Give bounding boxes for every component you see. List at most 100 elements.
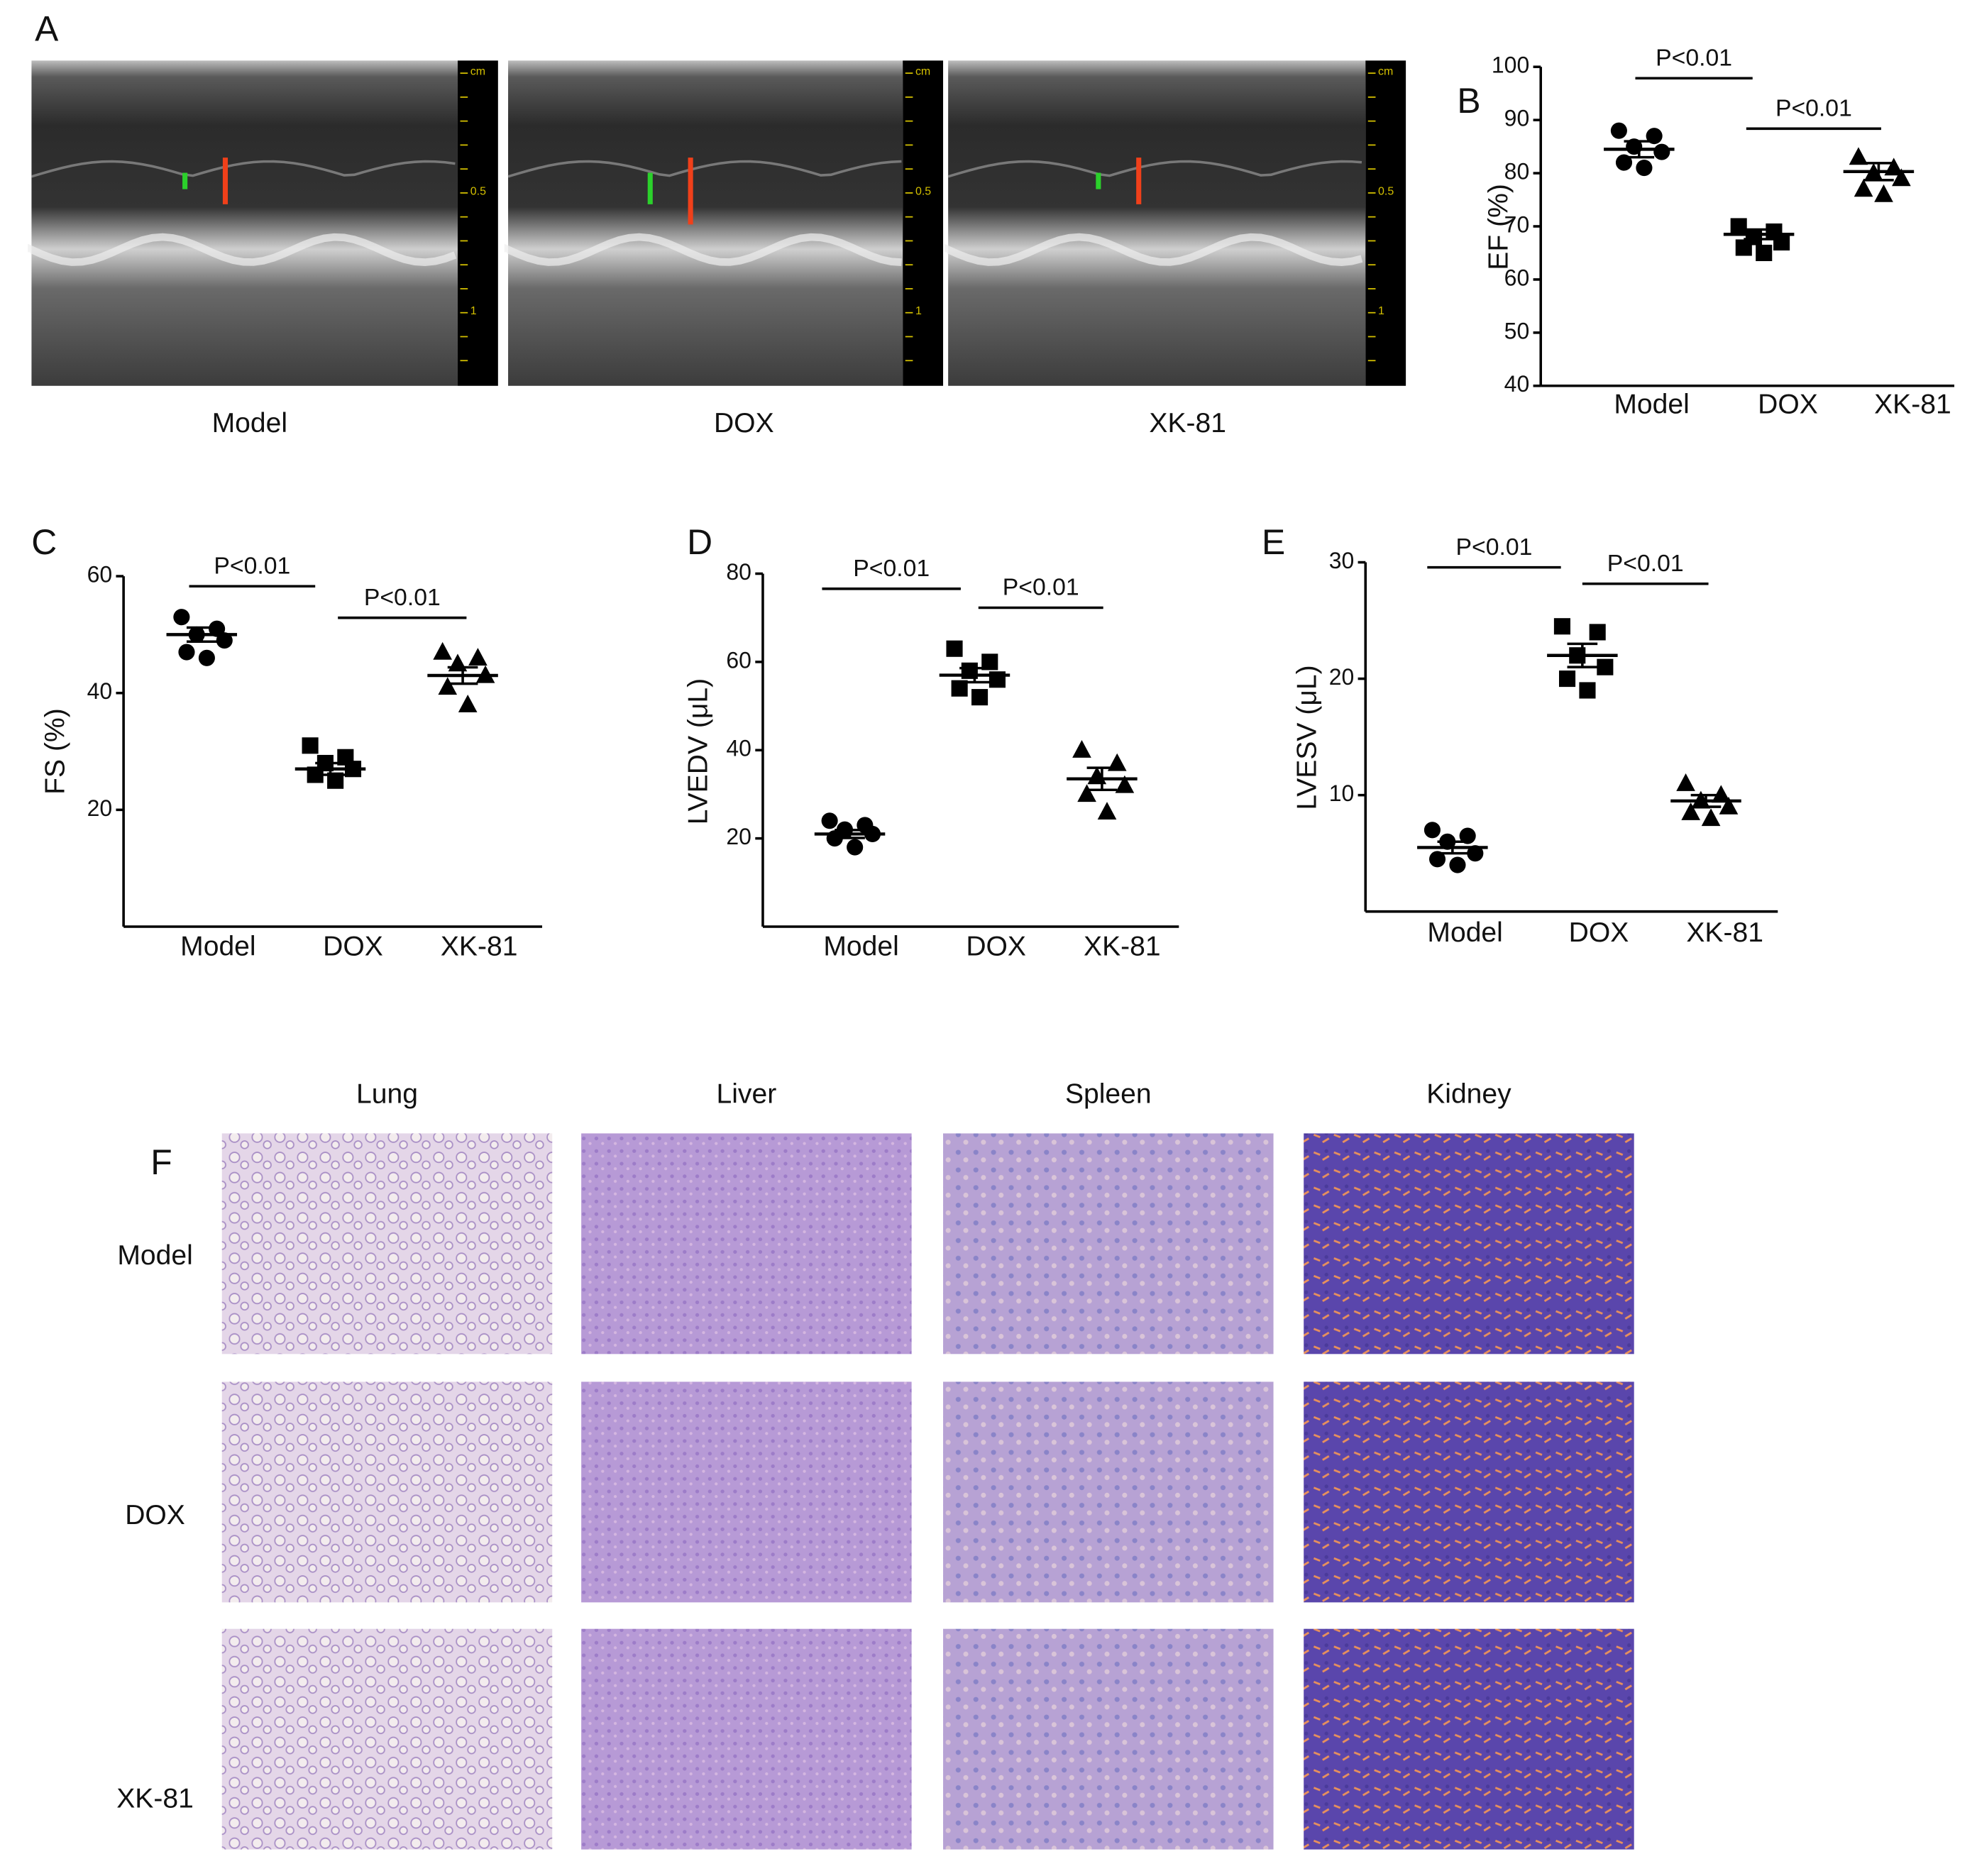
data-point — [1087, 766, 1107, 785]
scale-label: cm — [470, 66, 485, 78]
panel-letter: F — [150, 1142, 172, 1182]
column-label: Liver — [717, 1078, 777, 1109]
error-bar — [447, 666, 478, 685]
x-tick-label: XK-81 — [1686, 917, 1763, 948]
data-point — [458, 694, 478, 712]
data-point — [1719, 796, 1739, 815]
y-tick-label: 20 — [1329, 664, 1355, 690]
y-tick-label: 20 — [87, 795, 113, 821]
y-tick-label: 40 — [1504, 371, 1530, 397]
scale-strip — [457, 60, 498, 386]
data-point — [438, 677, 458, 695]
y-tick-label: 50 — [1504, 318, 1530, 343]
panel-letter: E — [1262, 522, 1285, 562]
x-tick-label: DOX — [323, 932, 383, 962]
scale-label: 1 — [915, 305, 922, 317]
data-point — [1756, 244, 1773, 262]
data-point — [1874, 184, 1893, 202]
data-point — [1115, 775, 1135, 793]
data-point — [1553, 618, 1570, 635]
data-point — [178, 644, 195, 661]
data-point — [951, 680, 968, 697]
column-label: Kidney — [1426, 1078, 1511, 1109]
x-tick-label: DOX — [966, 932, 1026, 962]
significance-label: P<0.01 — [1456, 534, 1533, 561]
data-point — [1558, 671, 1576, 688]
error-bar — [1690, 793, 1722, 808]
y-tick-label: 20 — [726, 824, 751, 849]
y-tick-label: 10 — [1329, 780, 1355, 806]
y-axis-label: LVEDV (μL) — [683, 678, 713, 824]
data-point — [327, 772, 344, 789]
data-point — [1077, 784, 1096, 802]
data-point — [1636, 160, 1653, 177]
scale-strip — [903, 60, 944, 386]
data-point — [1681, 802, 1700, 820]
y-tick-label: 70 — [1504, 211, 1530, 237]
y-tick-label: 80 — [1504, 159, 1530, 184]
data-point — [1849, 147, 1868, 165]
data-point — [307, 766, 324, 783]
scale-strip — [1365, 60, 1406, 386]
histology-image — [221, 1133, 553, 1354]
data-point — [1097, 802, 1117, 820]
histology-image — [581, 1133, 912, 1354]
column-label: Spleen — [1065, 1078, 1152, 1109]
data-point — [1072, 740, 1091, 758]
histology-image — [221, 1628, 553, 1850]
data-point — [468, 648, 488, 666]
data-point — [821, 812, 838, 829]
error-bar — [315, 761, 346, 776]
panel-f: F Lung Liver Spleen Kidney Model DOX XK-81 — [116, 1078, 1634, 1850]
row-label: Model — [117, 1240, 192, 1271]
data-point — [946, 640, 963, 657]
histology-image — [943, 1381, 1274, 1603]
data-point — [302, 737, 319, 754]
data-point — [1773, 233, 1790, 251]
data-point — [971, 689, 988, 706]
x-tick-label: Model — [823, 932, 898, 962]
wall-echo — [504, 233, 902, 266]
y-tick-label: 30 — [1329, 548, 1355, 573]
error-bar — [1863, 162, 1894, 182]
y-axis-label: FS (%) — [40, 708, 70, 795]
x-tick-label: Model — [180, 932, 255, 962]
scale-label: 0.5 — [1378, 185, 1394, 197]
histology-image — [1304, 1628, 1634, 1850]
y-tick-label: 80 — [726, 559, 751, 585]
data-point — [198, 649, 215, 666]
y-tick-label: 40 — [726, 736, 751, 761]
error-bar — [1624, 140, 1655, 159]
histology-image — [221, 1381, 553, 1603]
wall-echo — [947, 160, 1362, 178]
data-point — [1428, 851, 1446, 868]
significance-label: P<0.01 — [1607, 550, 1684, 577]
row-label: XK-81 — [116, 1784, 194, 1814]
data-point — [847, 839, 864, 856]
panel-letter: B — [1457, 81, 1480, 121]
histology-image — [1304, 1133, 1634, 1354]
error-bar — [1744, 228, 1774, 241]
histology-image — [581, 1628, 912, 1850]
echo-image — [508, 60, 903, 386]
panel-letter: A — [35, 9, 59, 49]
x-tick-label: DOX — [1758, 390, 1818, 420]
error-bar — [186, 626, 217, 644]
x-tick-label: XK-81 — [1084, 932, 1161, 962]
data-point — [1854, 179, 1873, 197]
significance-label: P<0.01 — [1775, 95, 1852, 122]
scale-label: 1 — [470, 305, 477, 317]
scale-label: cm — [915, 66, 930, 78]
column-label: Lung — [356, 1078, 418, 1109]
image-label: Model — [212, 408, 287, 438]
significance-label: P<0.01 — [853, 555, 930, 582]
panel-a: A cm 0.5 1 Model cm 0.5 1 DOX cm 0.5 1 XK-81 — [28, 9, 1406, 438]
x-tick-label: DOX — [1569, 917, 1629, 948]
chart: E LVESV (μL) 10 20 30 Model DOX XK-81 P<0.01 P<0.… — [1262, 522, 1778, 948]
wall-echo — [507, 160, 902, 178]
scale-label: 1 — [1378, 305, 1384, 317]
significance-label: P<0.01 — [1656, 45, 1732, 72]
histology-image — [581, 1381, 912, 1603]
